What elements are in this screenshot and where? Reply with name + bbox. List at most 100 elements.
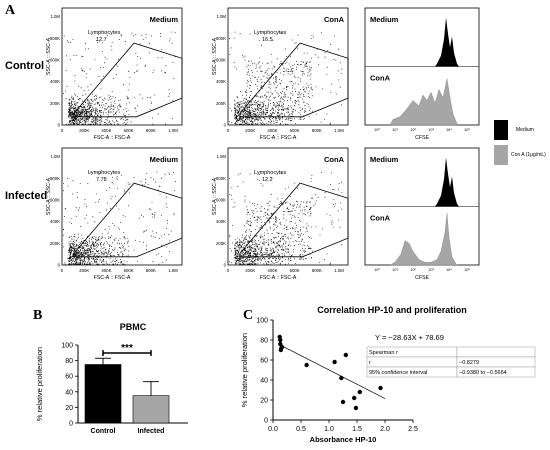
scatter-point <box>304 362 309 368</box>
scatter-point <box>340 399 346 405</box>
y-tick-label: 1.0M <box>216 154 226 159</box>
bar-y-tick-label: 40 <box>65 389 73 396</box>
x-tick-label: 0 <box>61 128 64 133</box>
condition-label: Medium <box>150 15 179 24</box>
y-tick-label: 1.0M <box>50 14 60 19</box>
stats-table-key: 95% confidence interval <box>369 370 427 376</box>
y-tick-label: 600K <box>50 198 60 203</box>
lymphocyte-gate <box>73 42 183 118</box>
cona-histogram-distribution <box>389 213 459 266</box>
stats-table-key: r <box>369 360 371 366</box>
scatter-point <box>339 375 344 381</box>
scatter-y-tick-label: 0 <box>264 418 268 425</box>
x-tick-label: 800K <box>146 128 156 133</box>
significance-stars: *** <box>121 343 133 354</box>
x-tick-label: 0 <box>227 128 230 133</box>
histogram-x-tick: 10² <box>410 128 416 132</box>
scatter-point <box>332 359 337 365</box>
scatter-x-tick-label: 1.5 <box>352 426 362 433</box>
histogram-cona-label: ConA <box>370 74 391 83</box>
lymphocyte-gate <box>239 182 349 258</box>
gate-percent-label: 12.2 <box>262 177 273 183</box>
bar-y-tick-label: 100 <box>61 343 73 350</box>
x-tick-label: 800K <box>146 268 156 273</box>
x-axis-label: FSC-A :: FSC-A <box>94 275 131 281</box>
bar-category-label: Infected <box>138 428 165 435</box>
dot-plot-frame <box>61 147 183 266</box>
gate-name-label: Lymphocytes <box>88 30 120 36</box>
y-tick-label: 400K <box>50 219 60 224</box>
dot-plot-frame <box>227 7 349 126</box>
histogram-x-tick: 10⁴ <box>446 268 452 272</box>
cfse-histogram-1: Medium ConA 10⁰ 10¹ 10² 10³ 10⁴ 10⁵ CFSE <box>364 7 480 141</box>
histogram-medium-label: Medium <box>370 155 399 164</box>
legend-cona-swatch <box>494 145 508 165</box>
bar-y-tick-label: 60 <box>65 374 73 381</box>
x-tick-label: 0 <box>61 268 64 273</box>
x-tick-label: 0 <box>227 268 230 273</box>
stats-table-cell <box>456 366 536 378</box>
y-tick-label: 800K <box>50 176 60 181</box>
y-tick-label: 0 <box>224 123 227 128</box>
cona-histogram-distribution <box>389 78 459 126</box>
gate-percent-label: 7.78 <box>96 177 107 183</box>
panel-b-letter: B <box>33 308 43 323</box>
scatter-x-tick-label: 0.0 <box>268 426 278 433</box>
y-tick-label: 800K <box>216 36 226 41</box>
scatter-x-tick-label: 2.5 <box>408 426 418 433</box>
scatter-y-tick-label: 100 <box>256 318 268 325</box>
dot-plot-events <box>63 171 177 265</box>
x-tick-label: 1.0M <box>168 268 178 273</box>
scatter-point <box>353 405 359 411</box>
x-tick-label: 1.0M <box>168 128 178 133</box>
row-label-control: Control <box>5 60 45 72</box>
y-tick-label: 1.0M <box>216 14 226 19</box>
bar-chart-pbmc: PBMC 0 20 40 60 80 100 % relative proliferation… <box>35 322 188 435</box>
bar-control <box>84 364 122 424</box>
medium-histogram-peak <box>435 17 459 67</box>
stats-table-value: −0.9380 to −0.5664 <box>459 370 507 376</box>
bar-y-tick-label: 0 <box>69 421 73 428</box>
condition-label: ConA <box>324 155 345 164</box>
y-tick-label: 200K <box>216 101 226 106</box>
x-tick-label: 200K <box>245 128 255 133</box>
lymphocyte-gate <box>239 42 349 118</box>
regression-equation: Y = −28.63X + 78.69 <box>375 333 444 342</box>
scatter-y-tick-label: 40 <box>260 378 268 385</box>
dot-plot-frame <box>61 7 183 126</box>
histogram-x-tick: 10³ <box>428 268 434 272</box>
scatter-point <box>357 389 362 395</box>
panel-c-letter: C <box>243 308 254 323</box>
lymphocyte-gate <box>73 182 183 258</box>
stats-table-key: Spearman r <box>369 350 398 356</box>
histogram-x-tick: 10³ <box>428 128 434 132</box>
histogram-x-tick: 10⁴ <box>446 128 452 132</box>
scatter-y-tick-label: 60 <box>260 358 268 365</box>
gate-percent-label: 12.7 <box>96 37 107 43</box>
scatter-y-tick-label: 80 <box>260 338 268 345</box>
histogram-cona-label: ConA <box>370 214 391 223</box>
y-tick-label: 200K <box>50 241 60 246</box>
bar-y-tick-label: 80 <box>65 358 73 365</box>
x-tick-label: 200K <box>79 268 89 273</box>
scatter-point <box>278 337 283 343</box>
legend-cona-label: Con A (1μg/mL) <box>511 152 546 158</box>
stats-table-cell <box>366 356 458 368</box>
scatter-x-tick-label: 1.0 <box>324 426 334 433</box>
y-tick-label: 400K <box>216 219 226 224</box>
scatter-y-tick-label: 20 <box>260 398 268 405</box>
y-tick-label: 800K <box>216 176 226 181</box>
scatter-x-tick-label: 0.5 <box>296 426 306 433</box>
x-tick-label: 600K <box>124 268 134 273</box>
y-tick-label: 0 <box>58 263 61 268</box>
scatter-point <box>343 352 348 358</box>
y-tick-label: 0 <box>58 123 61 128</box>
histogram-x-tick: 10² <box>410 268 416 272</box>
x-tick-label: 1.0M <box>334 268 344 273</box>
histogram-x-tick: 10⁰ <box>374 128 380 132</box>
bar-y-tick-label: 20 <box>65 405 73 412</box>
